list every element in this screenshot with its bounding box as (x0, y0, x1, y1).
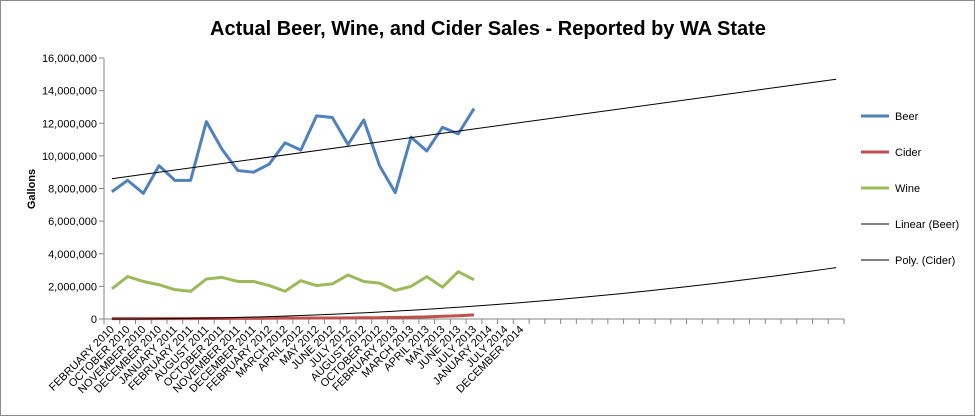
y-tick-label: 2,000,000 (48, 281, 97, 293)
y-axis-title: Gallons (26, 169, 38, 209)
y-tick-label: 10,000,000 (42, 151, 97, 163)
legend-label-wine: Wine (895, 183, 920, 195)
y-tick-label: 0 (91, 314, 97, 326)
y-tick-label: 12,000,000 (42, 118, 97, 130)
y-tick-label: 4,000,000 (48, 249, 97, 261)
y-tick-label: 16,000,000 (42, 53, 97, 65)
trendline-linear-beer (111, 78, 837, 180)
chart-title: Actual Beer, Wine, and Cider Sales - Rep… (210, 18, 766, 40)
legend-label-beer: Beer (895, 111, 919, 123)
legend-label-cider: Cider (895, 147, 922, 159)
axes (99, 57, 845, 324)
y-tick-labels: 0 2,000,000 4,000,000 6,000,000 8,000,000 10,… (42, 53, 97, 326)
legend-label-linear-beer: Linear (Beer) (895, 219, 959, 231)
series-line-beer (110, 107, 476, 195)
legend-label-poly-cider: Poly. (Cider) (895, 255, 955, 267)
series-lines (110, 78, 837, 321)
y-tick-label: 14,000,000 (42, 86, 97, 98)
y-tick-label: 8,000,000 (48, 184, 97, 196)
y-tick-label: 6,000,000 (48, 216, 97, 228)
series-line-wine (110, 270, 475, 293)
trendline-poly-cider (111, 267, 837, 320)
legend: Beer Cider Wine Linear (Beer) Poly. (Cider) (861, 111, 959, 267)
